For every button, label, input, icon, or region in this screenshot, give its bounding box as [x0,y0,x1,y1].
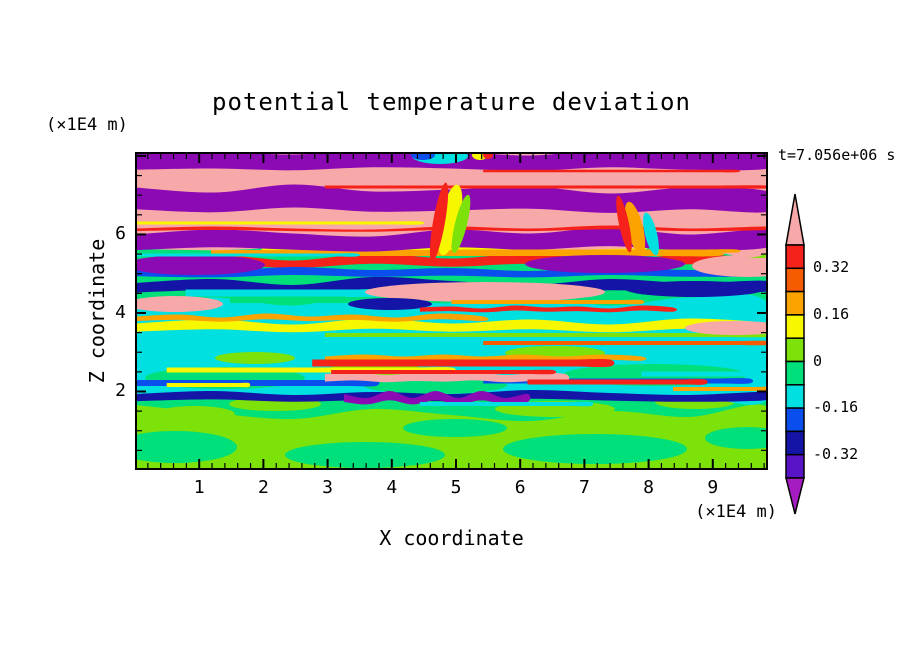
time-annotation: t=7.056e+06 s [778,146,896,164]
colorbar-box [785,384,805,409]
x-axis-unit-label: (×1E4 m) [695,502,777,522]
x-tick-label: 8 [643,477,654,498]
colorbar-over-arrow [785,193,805,246]
z-tick-label: 6 [115,223,126,245]
colorbar-label: -0.32 [813,444,859,463]
contour-fill-layer [135,152,768,470]
colorbar-box [785,244,805,270]
x-tick-label: 5 [450,477,462,498]
colorbar-svg [785,193,805,515]
x-tick-label: 9 [707,477,719,498]
colorbar-box [785,267,805,293]
x-tick-label: 4 [386,477,398,498]
x-tick-label: 7 [578,477,590,498]
colorbar-box [785,314,805,339]
chart-title: potential temperature deviation [212,88,691,116]
colorbar-box [785,430,805,456]
contour-plot-svg [135,152,768,470]
z-tick-label: 4 [115,301,126,323]
x-tick-label: 1 [193,477,205,498]
colorbar-box [785,337,805,363]
x-tick-label: 2 [257,477,269,498]
z-axis-unit-label: (×1E4 m) [46,115,128,135]
colorbar-label: -0.16 [813,398,859,417]
contour-plot [135,152,768,470]
z-tick-label: 2 [115,380,126,402]
colorbar [782,188,812,522]
colorbar-box [785,407,805,433]
x-tick-label: 3 [322,477,334,498]
colorbar-label: 0 [813,351,823,370]
colorbar-label: 0.16 [813,304,850,323]
x-tick-label: 6 [514,477,526,498]
colorbar-box [785,290,805,316]
colorbar-label: 0.32 [813,258,850,277]
colorbar-box [785,453,805,479]
axis-frame-and-ticks [135,152,768,470]
x-axis-label: X coordinate [379,526,524,550]
colorbar-under-arrow [785,477,805,515]
colorbar-box [785,360,805,386]
